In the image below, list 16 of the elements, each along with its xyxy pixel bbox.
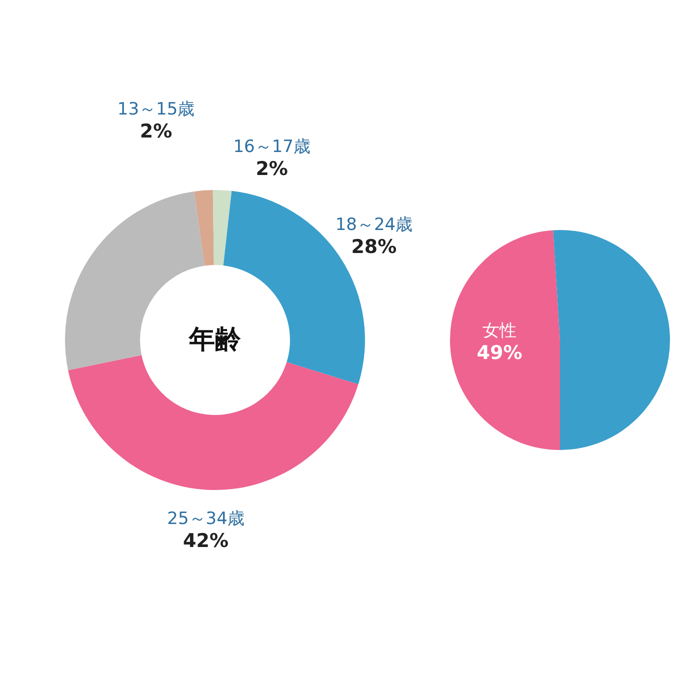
pie-slice	[450, 230, 560, 450]
slice-label: 16～17歳	[233, 137, 310, 158]
text: 年齢	[188, 325, 242, 355]
data-label: 2%	[256, 158, 288, 180]
donut-slice	[212, 190, 232, 266]
donut-slice	[68, 355, 358, 490]
donut-slice	[194, 190, 214, 266]
data-label: 2%	[140, 120, 172, 143]
data-label: 42%	[183, 530, 229, 552]
slice-label: 25～34歳	[167, 508, 244, 529]
slice-label: 13～15歳	[117, 100, 195, 120]
slice-label: 18～24歳	[335, 214, 413, 235]
data-label: 28%	[351, 236, 397, 258]
slice-label: 女性	[482, 320, 517, 341]
data-label: 49%	[476, 342, 522, 364]
pie-slice	[553, 230, 670, 450]
